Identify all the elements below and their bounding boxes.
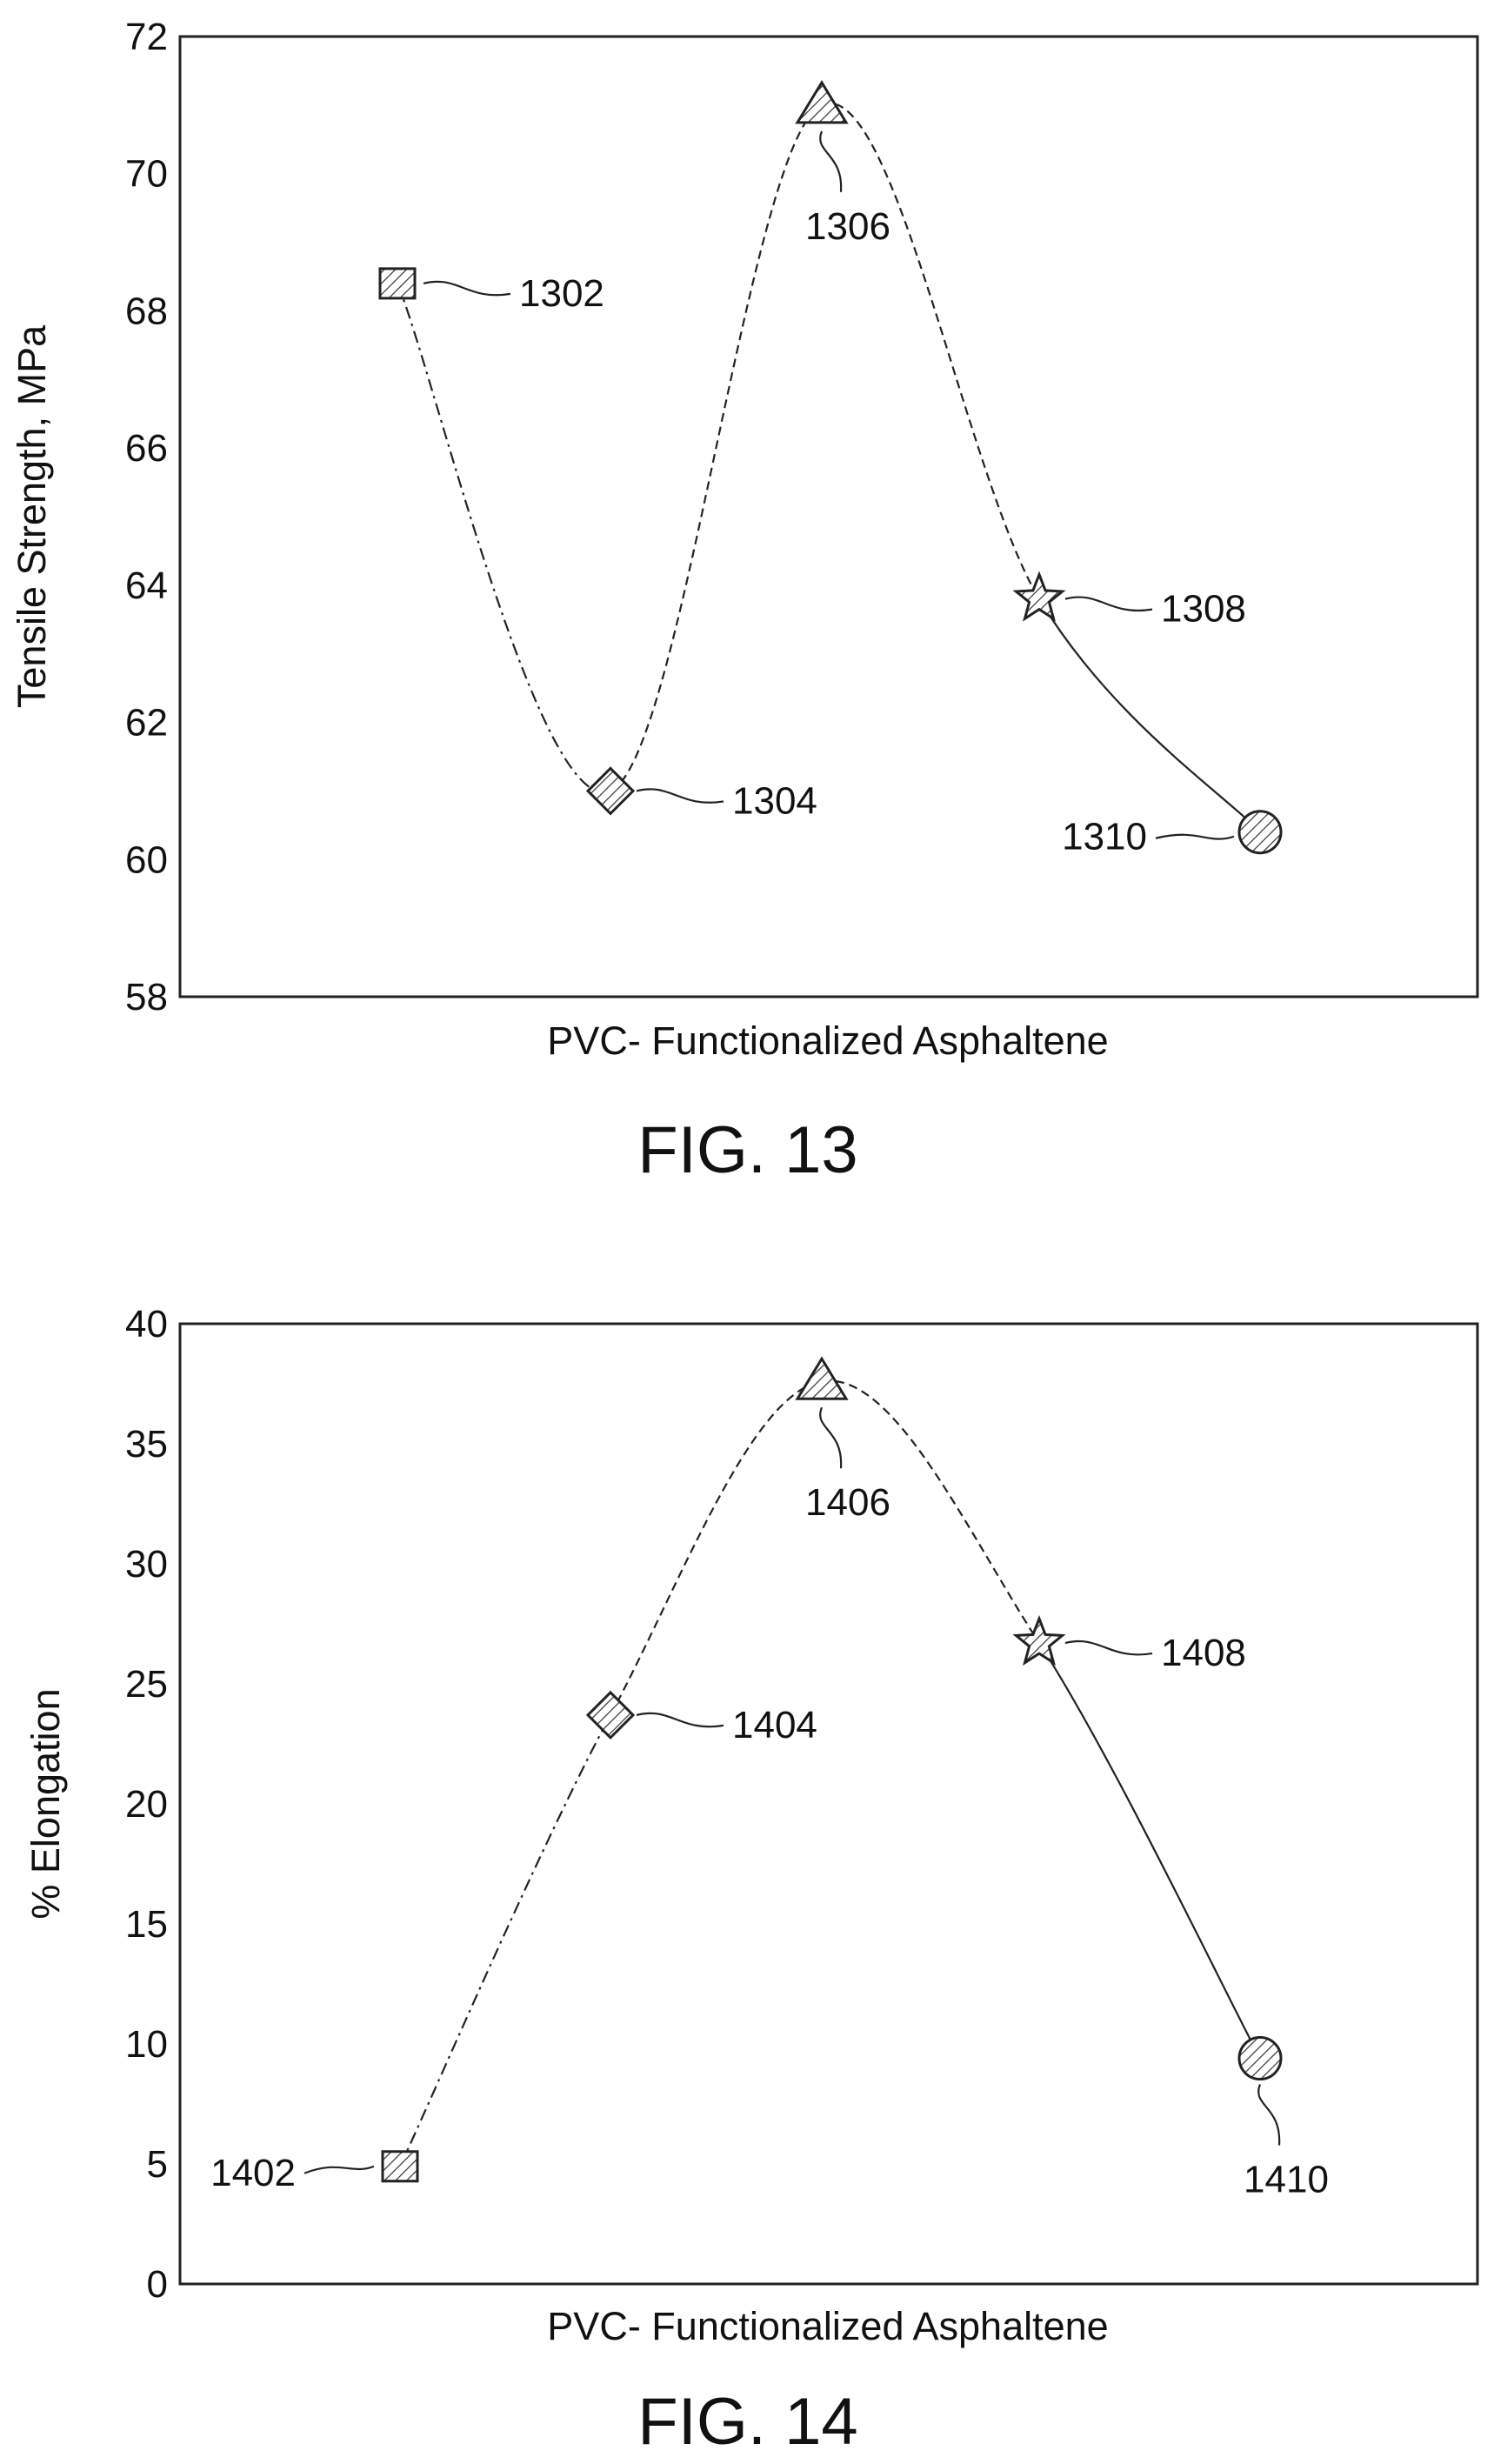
leader-line — [819, 1406, 843, 1469]
y-tick-label: 0 — [147, 2263, 168, 2306]
x-axis-label: PVC- Functionalized Asphaltene — [547, 1018, 1108, 1063]
leader-line — [1064, 1639, 1153, 1656]
y-tick-labels: 0 5 10 15 20 25 30 35 40 — [125, 1303, 168, 2306]
figure-13-chart: 58 60 62 64 66 68 70 72 Tensile Strength, MPa P… — [10, 16, 1479, 1187]
leader-line — [303, 2165, 375, 2174]
leader-line — [636, 1712, 724, 1728]
y-tick-label: 40 — [125, 1303, 168, 1346]
reference-labels: 1402 1404 1406 1408 1410 — [210, 1481, 1329, 2200]
data-point-circle-1310 — [1237, 810, 1283, 855]
leader-line — [819, 130, 843, 192]
leader-lines — [303, 1406, 1281, 2174]
leader-line — [423, 280, 511, 297]
data-point-diamond-1304 — [585, 766, 636, 816]
y-tick-label: 20 — [125, 1783, 168, 1826]
data-point-star-1308 — [1012, 571, 1066, 622]
reference-label-1408: 1408 — [1161, 1632, 1246, 1674]
y-axis-label: Tensile Strength, MPa — [10, 324, 54, 708]
y-tick-label: 72 — [125, 16, 168, 58]
data-point-triangle-1406 — [795, 1356, 849, 1400]
plot-frame — [178, 1322, 1479, 2286]
y-tick-label: 10 — [125, 2023, 168, 2066]
data-point-triangle-1306 — [795, 79, 849, 124]
y-tick-label: 64 — [125, 564, 168, 607]
y-tick-label: 58 — [125, 976, 168, 1018]
data-point-diamond-1404 — [585, 1690, 636, 1740]
data-point-star-1408 — [1012, 1614, 1066, 1666]
y-axis-label: % Elongation — [23, 1688, 68, 1919]
reference-label-1402: 1402 — [210, 2152, 296, 2194]
series-lines — [399, 1379, 1261, 2167]
leader-line — [636, 788, 724, 804]
y-tick-label: 5 — [147, 2143, 168, 2186]
data-point-square-1402 — [381, 2150, 419, 2183]
reference-label-1308: 1308 — [1161, 588, 1246, 631]
data-markers — [381, 1356, 1283, 2183]
series-segment — [821, 102, 1040, 600]
reference-label-1404: 1404 — [732, 1704, 817, 1746]
y-tick-label: 15 — [125, 1903, 168, 1946]
y-tick-label: 70 — [125, 153, 168, 196]
y-tick-label: 66 — [125, 427, 168, 470]
series-segment — [610, 1380, 823, 1716]
y-tick-label: 60 — [125, 838, 168, 881]
reference-label-1310: 1310 — [1062, 816, 1147, 858]
reference-label-1304: 1304 — [732, 779, 817, 822]
data-point-circle-1410 — [1237, 2036, 1283, 2081]
figure-13-label: FIG. 13 — [637, 1113, 857, 1187]
x-axis-label: PVC- Functionalized Asphaltene — [547, 2304, 1108, 2348]
y-tick-label: 35 — [125, 1423, 168, 1466]
series-segment — [399, 1714, 611, 2167]
leader-line — [1155, 833, 1235, 840]
leader-line — [1257, 2084, 1281, 2146]
series-segment — [821, 1379, 1040, 1644]
reference-label-1410: 1410 — [1244, 2159, 1329, 2201]
series-segment — [610, 104, 823, 792]
y-tick-label: 68 — [125, 290, 168, 332]
series-segment — [1038, 598, 1261, 833]
series-segment — [1038, 1642, 1261, 2060]
data-point-square-1302 — [378, 267, 417, 300]
y-tick-label: 25 — [125, 1663, 168, 1706]
figure-14-label: FIG. 14 — [637, 2385, 857, 2459]
leader-lines — [423, 130, 1235, 840]
leader-line — [1064, 596, 1153, 611]
plot-frame — [178, 35, 1479, 998]
y-tick-label: 30 — [125, 1543, 168, 1586]
reference-labels: 1302 1304 1306 1308 1310 — [519, 205, 1246, 858]
series-segment — [396, 283, 611, 794]
data-markers — [378, 79, 1283, 855]
figure-14-chart: 0 5 10 15 20 25 30 35 40 % Elongation PVC- Funct… — [23, 1303, 1479, 2459]
reference-label-1306: 1306 — [805, 205, 890, 248]
series-lines — [396, 102, 1261, 833]
reference-label-1406: 1406 — [805, 1481, 890, 1524]
reference-label-1302: 1302 — [519, 272, 604, 315]
y-tick-label: 62 — [125, 702, 168, 745]
y-tick-labels: 58 60 62 64 66 68 70 72 — [125, 16, 168, 1018]
